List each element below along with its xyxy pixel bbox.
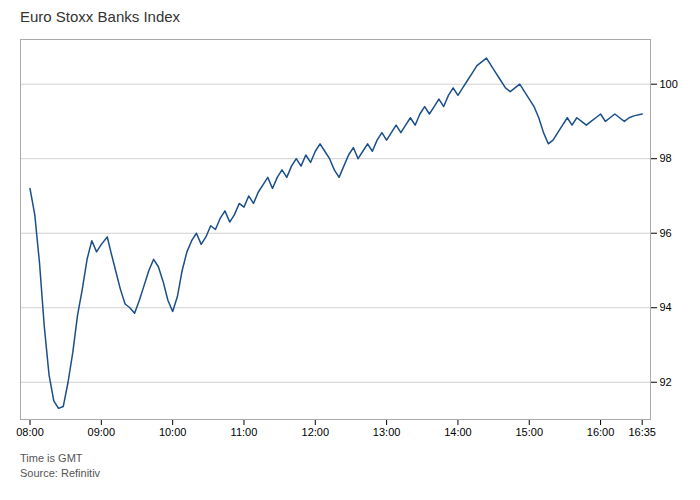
svg-text:08:00: 08:00 [16,426,44,438]
svg-text:16:35: 16:35 [628,426,656,438]
svg-text:98: 98 [660,152,672,164]
svg-text:11:00: 11:00 [231,426,258,438]
svg-text:100: 100 [660,78,678,90]
svg-text:94: 94 [660,301,672,313]
svg-text:09:00: 09:00 [88,426,116,438]
html-text:Euro Stoxx Banks Index: Euro Stoxx Banks Index [20,8,181,25]
html-text:Source: Refinitiv: Source: Refinitiv [20,467,101,480]
svg-text:96: 96 [660,227,672,239]
svg-text:92: 92 [660,376,672,388]
svg-text:14:00: 14:00 [444,426,472,438]
svg-text:16:00: 16:00 [587,426,615,438]
svg-text:10:00: 10:00 [159,426,187,438]
svg-text:15:00: 15:00 [515,426,543,438]
svg-text:13:00: 13:00 [373,426,401,438]
html-text:Time is GMT: Time is GMT [20,452,83,464]
svg-text:12:00: 12:00 [302,426,330,438]
